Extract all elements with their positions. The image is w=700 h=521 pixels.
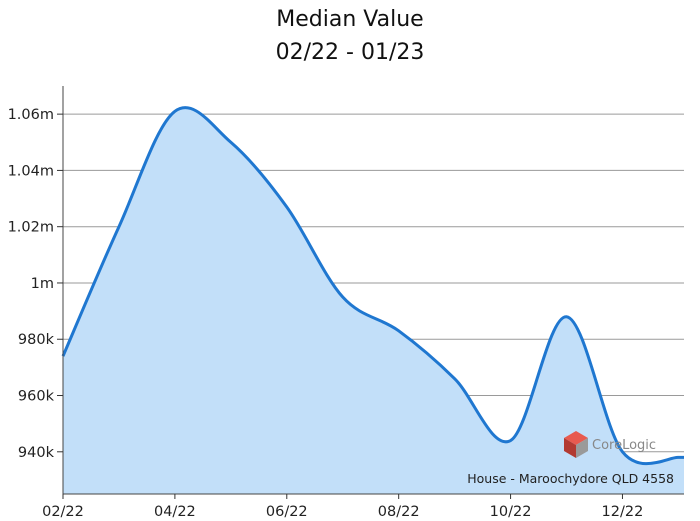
corelogic-logo: CoreLogic [564, 431, 656, 458]
x-tick-label: 02/22 [42, 504, 84, 520]
y-tick-label: 1.02m [8, 220, 54, 236]
x-tick-label: 08/22 [378, 504, 420, 520]
x-tick-label: 12/22 [602, 504, 644, 520]
y-tick-label: 960k [18, 389, 55, 405]
y-tick-label: 980k [18, 332, 55, 348]
logo-text: CoreLogic [592, 438, 656, 453]
property-annotation: House - Maroochydore QLD 4558 [467, 471, 674, 486]
x-tick-label: 04/22 [154, 504, 196, 520]
axes [62, 86, 684, 495]
x-axis-ticks: 02/22 04/22 06/22 08/22 10/22 12/22 [42, 494, 643, 520]
series-line [61, 106, 684, 465]
y-tick-label: 940k [18, 445, 55, 461]
chart-title: Median Value [276, 7, 423, 32]
y-tick-label: 1m [31, 276, 54, 292]
logo-cube-right [576, 438, 588, 458]
area-fill [63, 107, 684, 494]
chart-subtitle: 02/22 - 01/23 [276, 40, 425, 65]
x-tick-label: 06/22 [266, 504, 308, 520]
y-tick-label: 1.06m [8, 107, 54, 123]
y-tick-label: 1.04m [8, 163, 54, 179]
logo-cube-left [564, 438, 576, 458]
y-axis-ticks: 940k 960k 980k 1m 1.02m 1.04m 1.06m [8, 107, 63, 461]
x-tick-label: 10/22 [490, 504, 532, 520]
